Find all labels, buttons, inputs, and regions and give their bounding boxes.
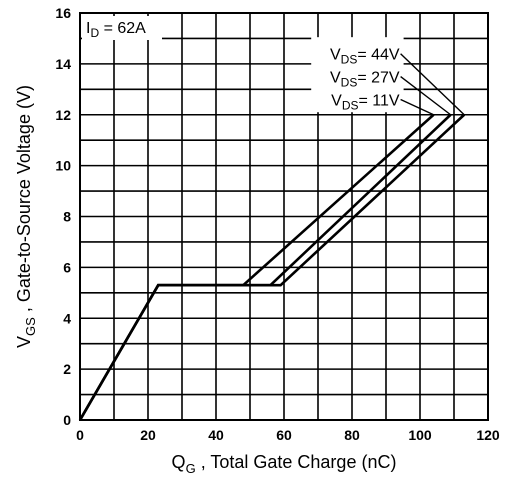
y-tick-label: 6 xyxy=(63,259,71,275)
id-annotation: ID = 62A xyxy=(82,16,162,40)
legend-label: VDS= 11V xyxy=(331,92,400,112)
x-tick-label: 20 xyxy=(140,427,156,443)
y-tick-label: 14 xyxy=(55,56,71,72)
y-tick-label: 12 xyxy=(55,107,71,123)
y-tick-label: 10 xyxy=(55,158,71,174)
x-tick-label: 80 xyxy=(344,427,360,443)
x-tick-label: 40 xyxy=(208,427,224,443)
x-tick-label: 60 xyxy=(276,427,292,443)
y-tick-label: 4 xyxy=(63,310,71,326)
legend-label: VDS= 44V xyxy=(330,47,400,67)
x-tick-label: 120 xyxy=(476,427,500,443)
x-tick-label: 100 xyxy=(408,427,432,443)
y-tick-label: 16 xyxy=(55,5,71,21)
x-tick-label: 0 xyxy=(76,427,84,443)
y-tick-label: 2 xyxy=(63,361,71,377)
y-tick-label: 0 xyxy=(63,412,71,428)
y-tick-label: 8 xyxy=(63,209,71,225)
